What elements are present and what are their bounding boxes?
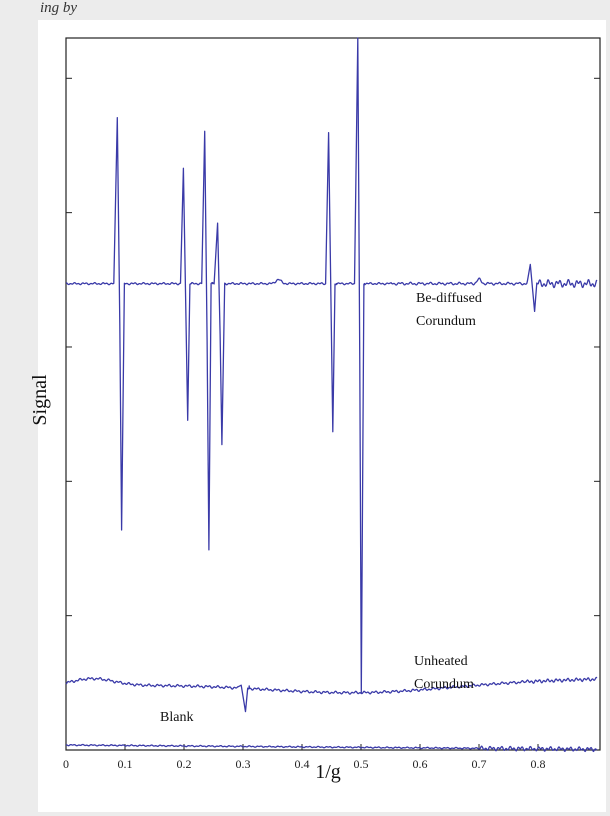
x-tick-label: 0.3 xyxy=(236,757,251,771)
x-tick-label: 0.6 xyxy=(413,757,428,771)
top-caption: ing by xyxy=(40,0,78,16)
annotation-blank: Blank xyxy=(160,710,193,725)
y-axis-title: Signal xyxy=(29,374,51,426)
x-tick-label: 0 xyxy=(63,757,69,771)
series-line-blank xyxy=(65,743,598,753)
annotation-be-diffused-line2: Corundum xyxy=(416,314,476,329)
annotation-unheated-line1: Unheated xyxy=(414,654,468,669)
y-ticks xyxy=(66,77,600,617)
x-axis-title: 1/g xyxy=(315,761,341,783)
series-line-unheated-corundum xyxy=(65,676,598,713)
series-group xyxy=(65,37,598,753)
x-tick-label: 0.4 xyxy=(295,757,310,771)
plot-background xyxy=(38,20,606,812)
x-tick-label: 0.2 xyxy=(177,757,192,771)
series-line-be-diffused-corundum xyxy=(65,37,598,694)
annotation-be-diffused-line1: Be-diffused xyxy=(416,291,482,306)
x-ticks: 0 0.1 0.2 0.3 0.4 0.5 0.6 0.7 0.8 xyxy=(63,744,546,771)
x-tick-label: 0.1 xyxy=(118,757,133,771)
x-tick-label: 0.7 xyxy=(472,757,487,771)
x-tick-label: 0.5 xyxy=(354,757,369,771)
annotation-unheated-line2: Corundum xyxy=(414,677,474,692)
x-tick-label: 0.8 xyxy=(531,757,546,771)
plot-frame xyxy=(65,37,601,751)
